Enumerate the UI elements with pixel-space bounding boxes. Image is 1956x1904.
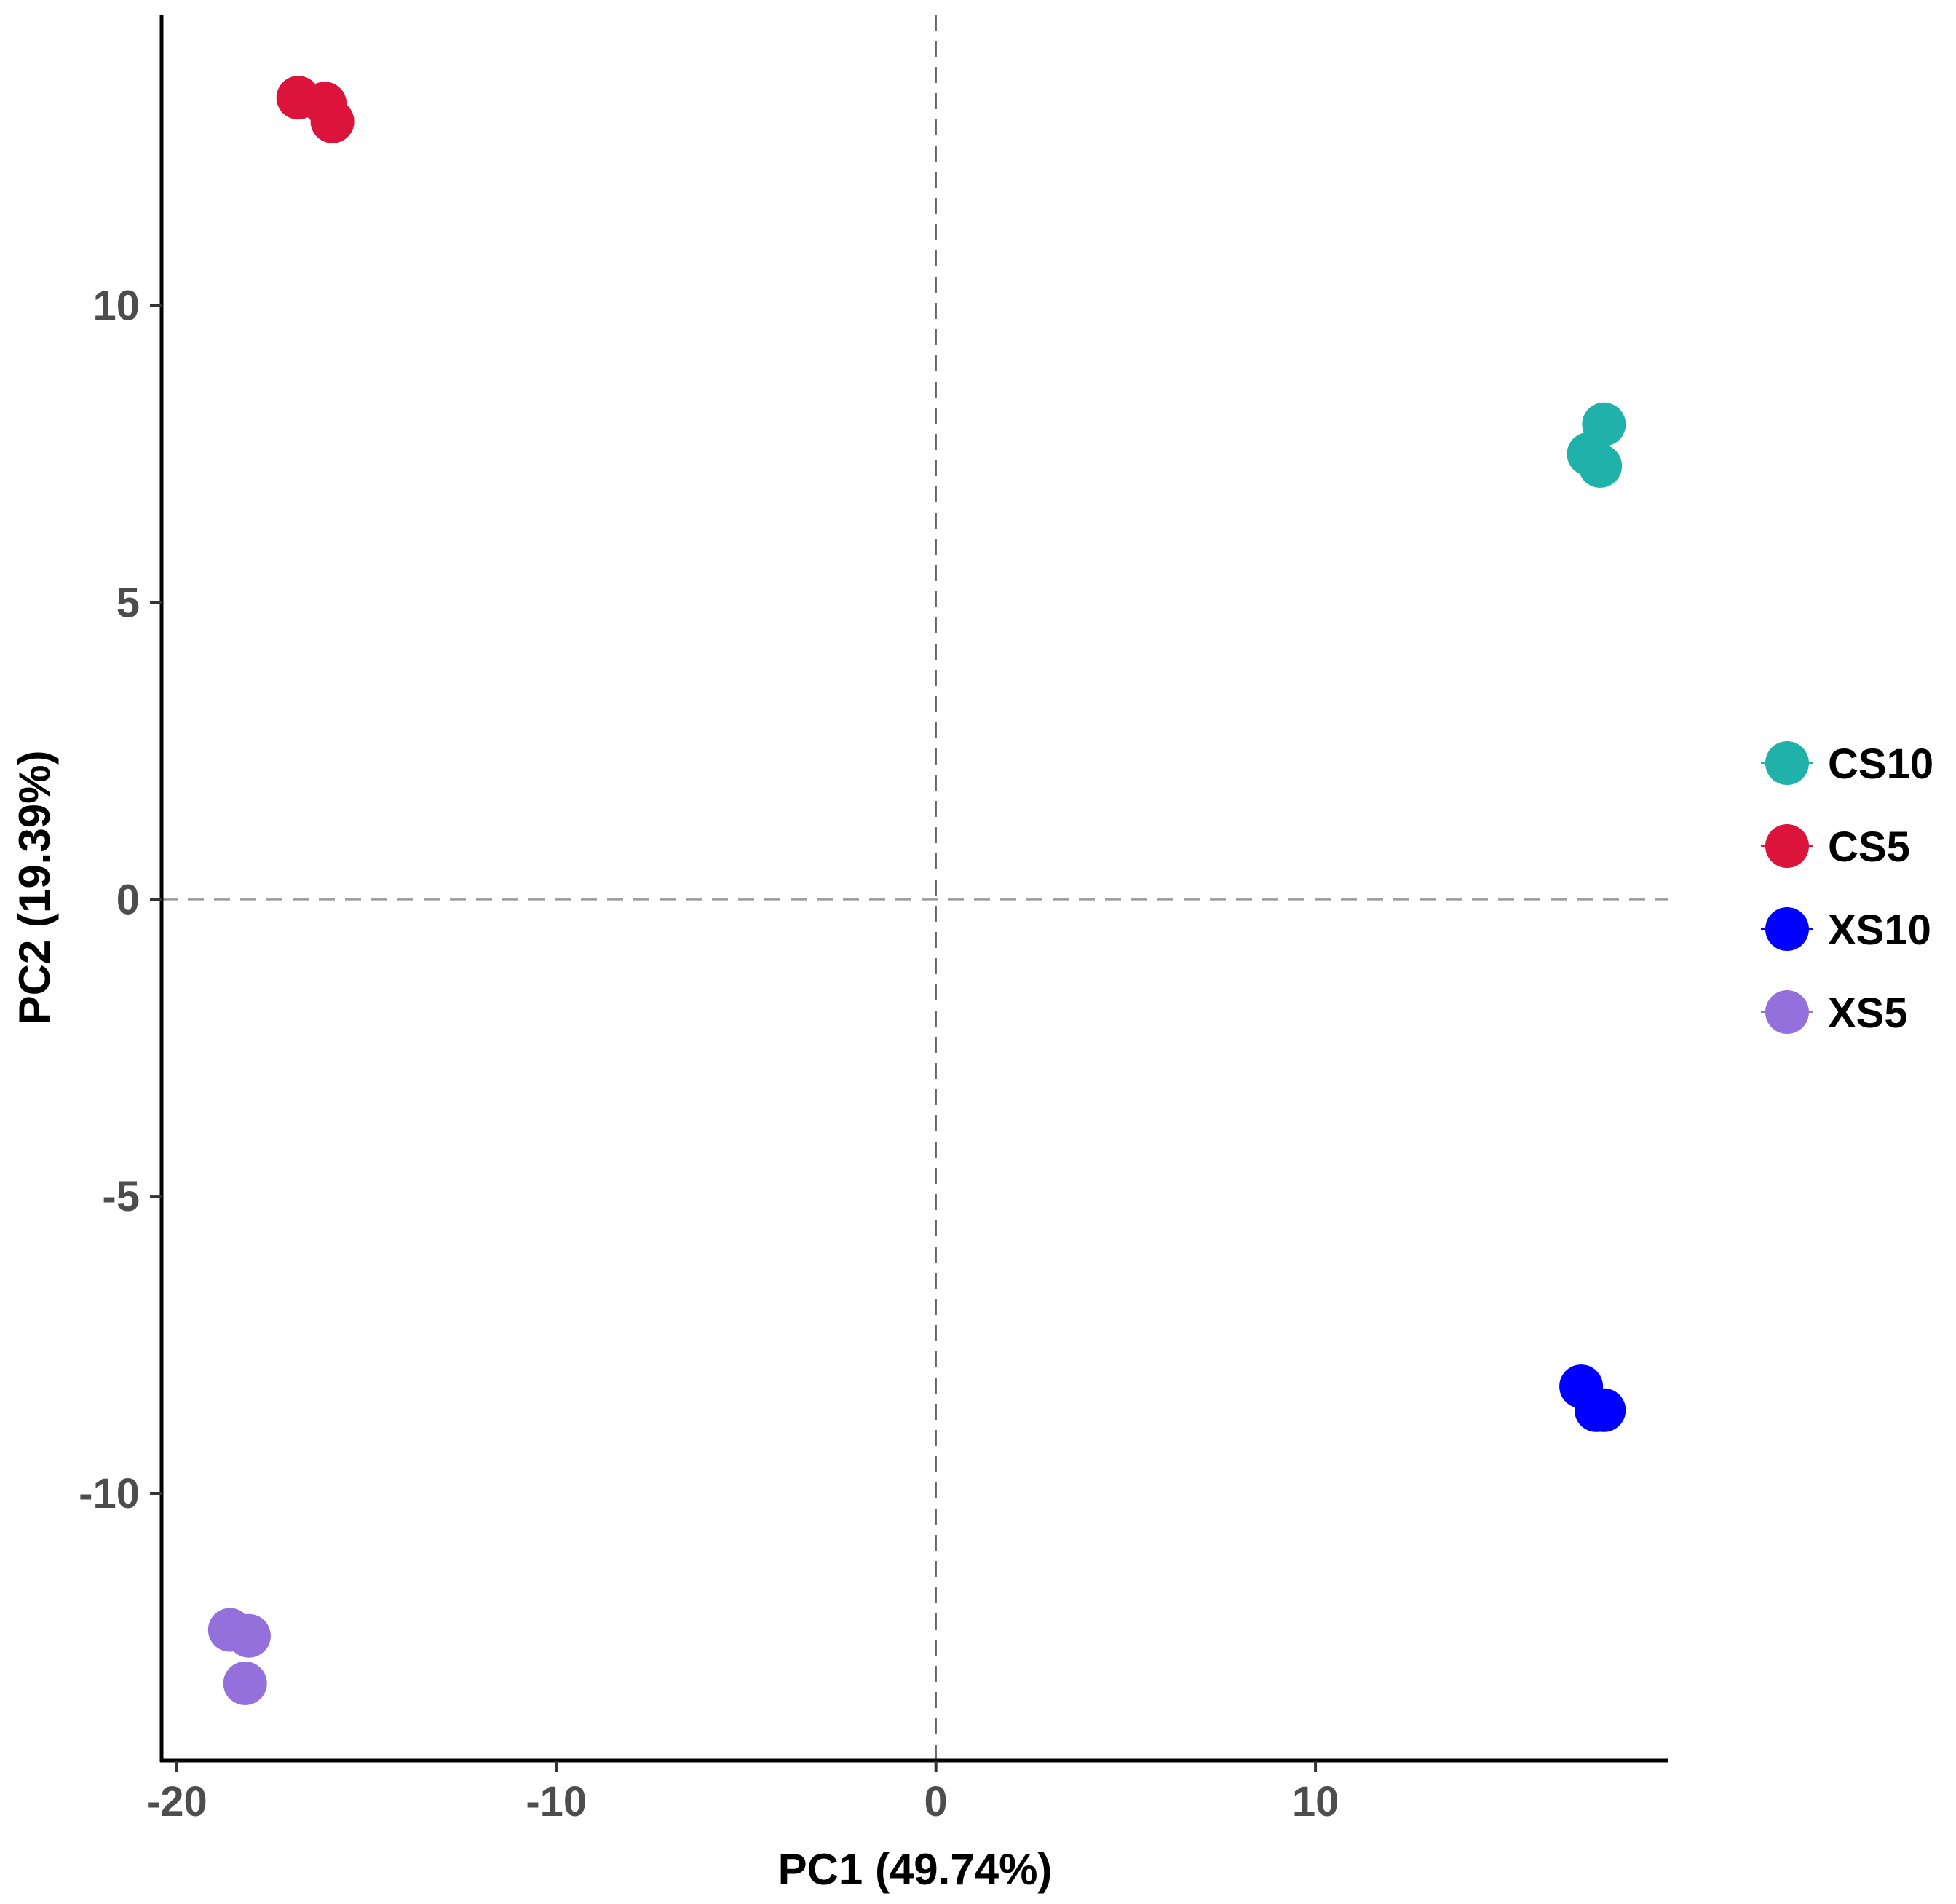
- legend-label-cs10: CS10: [1828, 740, 1933, 788]
- x-axis-ticks: -20 -10 0 10: [146, 1761, 1339, 1825]
- y-tick-label: -10: [79, 1470, 140, 1517]
- data-point-cs5: [310, 99, 355, 143]
- legend-label-cs5: CS5: [1828, 823, 1910, 871]
- legend-key-xs10: [1765, 907, 1809, 951]
- data-point-xs5: [226, 1613, 271, 1658]
- y-tick-label: 0: [116, 876, 140, 923]
- legend-key-xs5: [1765, 990, 1809, 1034]
- x-tick-label: -10: [526, 1778, 587, 1825]
- x-axis-title: PC1 (49.74%): [778, 1845, 1053, 1894]
- legend-label-xs5: XS5: [1828, 989, 1908, 1037]
- x-tick-label: 0: [924, 1778, 948, 1825]
- reference-lines: [162, 15, 1668, 1761]
- legend-label-xs10: XS10: [1828, 906, 1931, 954]
- y-tick-label: 5: [116, 579, 140, 626]
- y-axis-ticks: -10 -5 0 5 10: [79, 283, 162, 1517]
- legend: CS10 CS5 XS10 XS5: [1761, 740, 1933, 1037]
- y-tick-label: 10: [92, 283, 140, 330]
- legend-key-cs10: [1765, 741, 1809, 785]
- data-point-xs10: [1582, 1388, 1626, 1432]
- y-axis-title: PC2 (19.39%): [10, 751, 59, 1025]
- legend-key-cs5: [1765, 824, 1809, 868]
- x-tick-label: -20: [146, 1778, 207, 1825]
- data-point-xs5: [223, 1661, 267, 1705]
- data-point-cs10: [1578, 443, 1623, 488]
- data-points: [207, 76, 1626, 1705]
- x-tick-label: 10: [1292, 1778, 1339, 1825]
- y-tick-label: -5: [102, 1173, 140, 1220]
